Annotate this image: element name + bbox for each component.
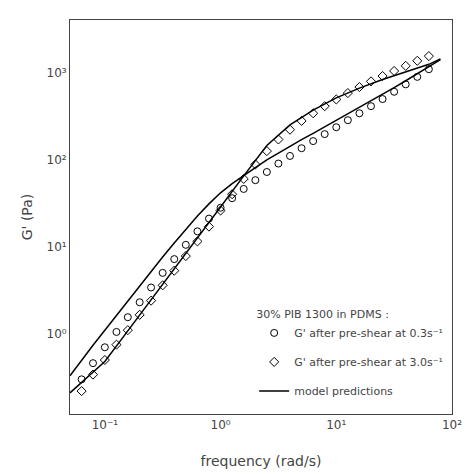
svg-text:30% PIB 1300 in PDMS :: 30% PIB 1300 in PDMS : [256, 308, 389, 321]
svg-text:G' (Pa): G' (Pa) [19, 194, 35, 240]
svg-text:10⁰: 10⁰ [47, 327, 67, 341]
svg-text:10⁰: 10⁰ [211, 418, 231, 432]
svg-text:10²: 10² [442, 418, 462, 432]
svg-text:10¹: 10¹ [326, 418, 346, 432]
svg-text:G' after pre-shear at 3.0s⁻¹: G' after pre-shear at 3.0s⁻¹ [294, 356, 443, 369]
svg-text:10¹: 10¹ [47, 240, 67, 254]
svg-text:G' after pre-shear at 0.3s⁻¹: G' after pre-shear at 0.3s⁻¹ [294, 327, 443, 340]
svg-text:10⁻¹: 10⁻¹ [92, 418, 119, 432]
svg-text:frequency (rad/s): frequency (rad/s) [201, 453, 322, 469]
svg-text:10³: 10³ [47, 66, 67, 80]
svg-text:model predictions: model predictions [294, 385, 393, 398]
svg-text:10²: 10² [47, 153, 67, 167]
